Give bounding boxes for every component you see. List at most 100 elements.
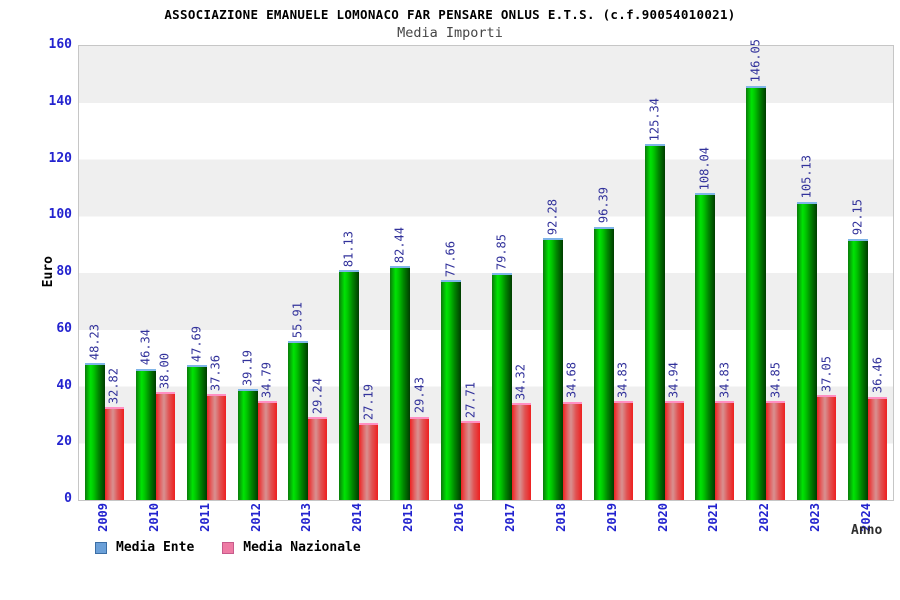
y-axis-tick-label: 0 bbox=[64, 491, 72, 506]
x-axis-year-cell: 2013 bbox=[282, 503, 333, 541]
bar-group: 77.66 27.71 bbox=[435, 46, 486, 500]
legend-item-media-ente: Media Ente bbox=[95, 541, 194, 555]
x-axis-year-label: 2014 bbox=[350, 503, 365, 532]
legend: Media Ente Media Nazionale bbox=[95, 541, 361, 555]
bar-value-label: 27.71 bbox=[463, 382, 478, 419]
bar-value-label: 38.00 bbox=[157, 353, 172, 390]
media-ente-bar: 92.15 bbox=[848, 199, 869, 500]
media-ente-bar: 108.04 bbox=[695, 147, 716, 500]
bar-group: 146.05 34.85 bbox=[740, 39, 791, 500]
bar-value-label: 48.23 bbox=[87, 324, 102, 361]
media-ente-swatch bbox=[95, 542, 107, 554]
bar-group: 47.69 37.36 bbox=[181, 46, 232, 500]
media-nazionale-bar: 36.46 bbox=[868, 357, 888, 500]
bar-group: 108.04 34.83 bbox=[690, 46, 741, 500]
media-nazionale-bar: 29.24 bbox=[308, 378, 328, 500]
media-ente-bar: 96.39 bbox=[593, 187, 614, 500]
bar-group: 105.13 37.05 bbox=[791, 46, 842, 500]
media-ente-legend-label: Media Ente bbox=[116, 540, 195, 555]
media-ente-bar: 105.13 bbox=[797, 155, 818, 500]
media-nazionale-bar: 29.43 bbox=[410, 377, 430, 500]
bar-group: 46.34 38.00 bbox=[130, 46, 181, 500]
x-axis-year-cell: 2015 bbox=[383, 503, 434, 541]
media-ente-bar: 55.91 bbox=[288, 302, 309, 500]
media-nazionale-bar: 37.36 bbox=[206, 355, 226, 500]
bar-value-label: 105.13 bbox=[799, 155, 814, 199]
bar-value-label: 46.34 bbox=[138, 329, 153, 366]
bar-value-label: 79.85 bbox=[494, 234, 509, 271]
legend-item-media-nazionale: Media Nazionale bbox=[222, 540, 361, 555]
media-ente-bar: 77.66 bbox=[441, 241, 462, 500]
x-axis-year-cell: 2009 bbox=[78, 503, 129, 541]
x-axis-year-cell: 2017 bbox=[485, 503, 536, 541]
media-ente-bar: 82.44 bbox=[390, 227, 411, 500]
media-ente-bar: 146.05 bbox=[746, 39, 767, 500]
bar-value-label: 82.44 bbox=[392, 226, 407, 264]
bar-group: 96.39 34.83 bbox=[588, 46, 639, 500]
media-ente-bar: 81.13 bbox=[339, 231, 360, 500]
media-nazionale-bar: 27.71 bbox=[461, 382, 481, 500]
media-nazionale-bar: 34.32 bbox=[511, 364, 531, 500]
x-axis-year-cell: 2011 bbox=[180, 503, 231, 541]
media-nazionale-bar: 34.94 bbox=[664, 362, 684, 500]
y-axis-tick-label: 120 bbox=[48, 150, 72, 166]
bar-value-label: 37.05 bbox=[819, 355, 834, 392]
y-axis-tick-label: 20 bbox=[56, 434, 72, 450]
plot-area: 48.23 32.82 46.34 38.00 47.69 37.36 39.19 34.79… bbox=[78, 39, 894, 501]
bar-value-label: 92.15 bbox=[850, 199, 865, 236]
bar-group: 92.15 36.46 bbox=[842, 46, 893, 500]
bar-value-label: 37.36 bbox=[208, 354, 223, 391]
chart-title: ASSOCIAZIONE EMANUELE LOMONACO FAR PENSA… bbox=[164, 7, 736, 22]
media-nazionale-bar: 27.19 bbox=[359, 384, 379, 500]
media-nazionale-bar: 34.68 bbox=[562, 362, 582, 500]
media-ente-bar: 125.34 bbox=[644, 98, 665, 500]
media-nazionale-bar: 34.79 bbox=[257, 362, 277, 500]
x-axis-year-label: 2019 bbox=[604, 503, 619, 532]
bar-value-label: 34.83 bbox=[717, 362, 732, 399]
x-axis-year-cell: 2012 bbox=[231, 503, 282, 541]
x-axis-year-cell: 2016 bbox=[434, 503, 485, 541]
x-axis-year-label: 2009 bbox=[95, 503, 110, 532]
x-axis-year-cell: 2020 bbox=[638, 503, 689, 541]
bar-value-label: 81.13 bbox=[341, 230, 356, 267]
bar-group: 125.34 34.94 bbox=[639, 46, 690, 500]
bar-value-label: 39.19 bbox=[240, 349, 255, 386]
media-nazionale-bar: 32.82 bbox=[104, 368, 124, 500]
bar-value-label: 34.79 bbox=[259, 362, 274, 399]
x-axis-year-label: 2015 bbox=[401, 503, 416, 532]
media-nazionale-legend-label: Media Nazionale bbox=[243, 540, 361, 555]
bar-group: 79.85 34.32 bbox=[486, 46, 537, 500]
media-ente-bar: 47.69 bbox=[186, 326, 207, 500]
y-axis-tick-label: 160 bbox=[48, 37, 72, 52]
media-ente-bar: 46.34 bbox=[135, 329, 156, 500]
bar-value-label: 96.39 bbox=[596, 187, 611, 224]
media-ente-bar: 79.85 bbox=[491, 234, 512, 500]
x-axis-year-label: 2012 bbox=[248, 503, 263, 532]
bar-value-label: 47.69 bbox=[189, 325, 204, 362]
x-axis-year-cell: 2019 bbox=[587, 503, 638, 541]
bar-value-label: 108.04 bbox=[697, 147, 712, 191]
x-axis-year-label: 2016 bbox=[452, 503, 467, 532]
bar-value-label: 77.66 bbox=[443, 240, 458, 277]
media-ente-bar: 39.19 bbox=[237, 350, 258, 500]
y-axis-tick-label: 140 bbox=[48, 93, 72, 109]
media-nazionale-bar: 34.83 bbox=[613, 362, 633, 500]
bar-value-label: 55.91 bbox=[290, 302, 305, 339]
x-axis-year-cell: 2023 bbox=[790, 503, 841, 541]
x-axis-year-label: 2018 bbox=[553, 503, 568, 532]
media-ente-bar: 48.23 bbox=[84, 324, 105, 500]
media-nazionale-bar: 37.05 bbox=[817, 356, 837, 500]
media-nazionale-bar: 38.00 bbox=[155, 353, 175, 500]
bar-value-label: 36.46 bbox=[870, 357, 885, 394]
x-axis-year-label: 2010 bbox=[146, 503, 161, 532]
media-nazionale-swatch bbox=[222, 542, 235, 554]
x-axis-year-label: 2020 bbox=[655, 503, 670, 532]
x-axis-year-label: 2011 bbox=[197, 503, 212, 532]
media-ente-bar: 92.28 bbox=[542, 199, 563, 500]
x-axis-year-cell: 2021 bbox=[689, 503, 740, 541]
chart-subtitle: Media Importi bbox=[397, 25, 503, 41]
bar-group: 39.19 34.79 bbox=[232, 46, 283, 500]
bar-value-label: 92.28 bbox=[545, 199, 560, 236]
x-axis-year-label: 2021 bbox=[706, 503, 721, 532]
